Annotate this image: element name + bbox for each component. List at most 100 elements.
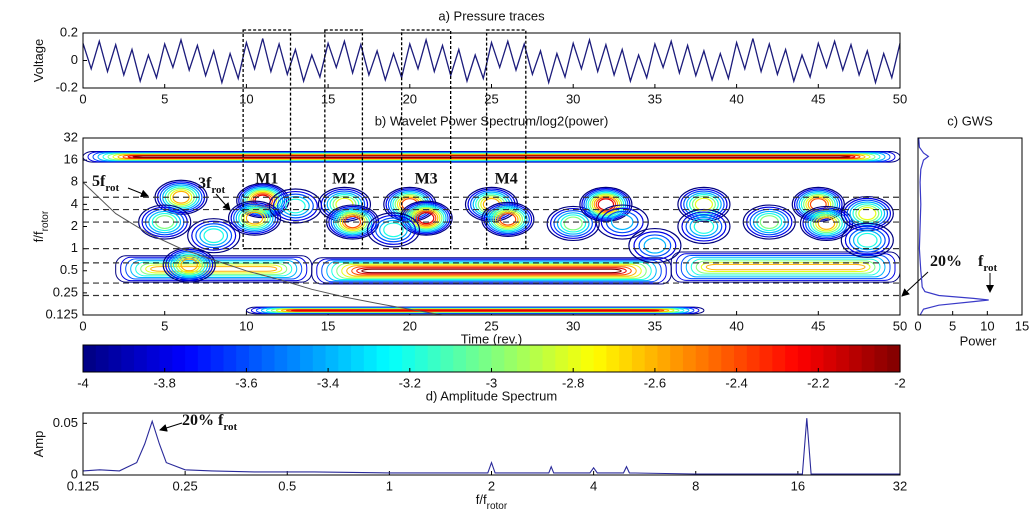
x-tick-label: 20 bbox=[403, 318, 417, 333]
x-tick-label: 0.5 bbox=[278, 478, 296, 493]
x-tick-label: 1 bbox=[386, 478, 393, 493]
y-tick-label: 4 bbox=[71, 196, 78, 211]
colorbar-cell bbox=[581, 345, 594, 372]
colorbar-cell bbox=[377, 345, 390, 372]
x-tick-label: 0.25 bbox=[172, 478, 197, 493]
mode-label: M4 bbox=[495, 171, 518, 188]
x-tick-label: 16 bbox=[791, 478, 805, 493]
colorbar-cell bbox=[683, 345, 696, 372]
x-axis-label: Time (rev.) bbox=[461, 331, 522, 346]
colorbar-cell bbox=[670, 345, 683, 372]
y-tick-label: 0.125 bbox=[45, 306, 78, 321]
panel-title: a) Pressure traces bbox=[438, 8, 545, 23]
y-axis-label: Voltage bbox=[31, 39, 46, 82]
y-tick-label: 0.25 bbox=[53, 284, 78, 299]
colorbar-cell bbox=[568, 345, 581, 372]
y-tick-label: 32 bbox=[64, 129, 78, 144]
annotation-main: 20% f bbox=[182, 412, 224, 429]
x-tick-label: 20 bbox=[403, 91, 417, 106]
colorbar-cell bbox=[709, 345, 722, 372]
x-tick-label: 5 bbox=[161, 318, 168, 333]
contour-band bbox=[246, 307, 704, 314]
colorbar-cell bbox=[606, 345, 619, 372]
colorbar-cell bbox=[874, 345, 887, 372]
y-tick-label: 0.05 bbox=[53, 415, 78, 430]
colorbar-cell bbox=[466, 345, 479, 372]
colorbar-tick-label: -3.2 bbox=[399, 375, 421, 390]
y-tick-label: 16 bbox=[64, 152, 78, 167]
x-tick-label: 35 bbox=[648, 318, 662, 333]
colorbar-cell bbox=[262, 345, 275, 372]
annotation: 20% bbox=[930, 253, 962, 270]
contour-ring bbox=[291, 310, 659, 311]
annotation-sub: rot bbox=[223, 421, 237, 433]
x-tick-label: 35 bbox=[648, 91, 662, 106]
colorbar-cell bbox=[555, 345, 568, 372]
colorbar-cell bbox=[172, 345, 185, 372]
panel-title: c) GWS bbox=[947, 113, 993, 128]
colorbar-cell bbox=[415, 345, 428, 372]
panel-title: d) Amplitude Spectrum bbox=[426, 388, 558, 403]
x-tick-label: 8 bbox=[692, 478, 699, 493]
colorbar-cell bbox=[287, 345, 300, 372]
colorbar-cell bbox=[428, 345, 441, 372]
x-tick-label: 45 bbox=[811, 91, 825, 106]
y-tick-label: -0.2 bbox=[56, 79, 78, 94]
x-tick-label: 40 bbox=[729, 318, 743, 333]
colorbar-cell bbox=[364, 345, 377, 372]
x-tick-label: 32 bbox=[893, 478, 907, 493]
colorbar-cell bbox=[134, 345, 147, 372]
colorbar-cell bbox=[160, 345, 173, 372]
colorbar-cell bbox=[121, 345, 134, 372]
colorbar-tick-label: -3.8 bbox=[153, 375, 175, 390]
colorbar-tick-label: -2.2 bbox=[807, 375, 829, 390]
x-tick-label: 40 bbox=[729, 91, 743, 106]
y-tick-label: 2 bbox=[71, 218, 78, 233]
colorbar-cell bbox=[236, 345, 249, 372]
colorbar-cell bbox=[274, 345, 287, 372]
x-tick-label: 15 bbox=[1015, 318, 1029, 333]
colorbar-cell bbox=[402, 345, 415, 372]
colorbar-cell bbox=[657, 345, 670, 372]
colorbar-cell bbox=[543, 345, 556, 372]
colorbar-cell bbox=[721, 345, 734, 372]
annotation-main: 20% bbox=[930, 253, 962, 270]
colorbar-cell bbox=[479, 345, 492, 372]
y-tick-label: 8 bbox=[71, 174, 78, 189]
y-tick-label: 0 bbox=[71, 466, 78, 481]
figure: 05101520253035404550-0.200.2a) Pressure … bbox=[0, 0, 1030, 518]
y-tick-label: 0.5 bbox=[60, 262, 78, 277]
x-tick-label: 0 bbox=[79, 318, 86, 333]
x-tick-label: 30 bbox=[566, 91, 580, 106]
x-tick-label: 10 bbox=[239, 91, 253, 106]
colorbar-cell bbox=[798, 345, 811, 372]
colorbar-cell bbox=[760, 345, 773, 372]
x-tick-label: 50 bbox=[893, 318, 907, 333]
colorbar-tick-label: -3.4 bbox=[317, 375, 339, 390]
colorbar-cell bbox=[530, 345, 543, 372]
x-tick-label: 50 bbox=[893, 91, 907, 106]
annotation-sub: rot bbox=[211, 184, 225, 196]
colorbar-tick-label: -2.6 bbox=[644, 375, 666, 390]
annotation-sub: rot bbox=[983, 262, 997, 274]
colorbar-cell bbox=[734, 345, 747, 372]
colorbar-cell bbox=[836, 345, 849, 372]
colorbar-cell bbox=[862, 345, 875, 372]
colorbar-cell bbox=[594, 345, 607, 372]
colorbar-tick-label: -2.4 bbox=[725, 375, 747, 390]
colorbar-tick-label: -2 bbox=[894, 375, 906, 390]
mode-label: M2 bbox=[332, 171, 355, 188]
colorbar-cell bbox=[96, 345, 109, 372]
colorbar-cell bbox=[313, 345, 326, 372]
panel-title: b) Wavelet Power Spectrum/log2(power) bbox=[375, 113, 609, 128]
colorbar-cell bbox=[185, 345, 198, 372]
x-tick-label: 15 bbox=[321, 91, 335, 106]
colorbar-cell bbox=[147, 345, 160, 372]
y-axis-label-main: f/f bbox=[31, 231, 46, 242]
x-axis-label: Power bbox=[960, 333, 998, 348]
x-tick-label: 5 bbox=[949, 318, 956, 333]
colorbar-tick-label: -4 bbox=[77, 375, 89, 390]
colorbar-cell bbox=[198, 345, 211, 372]
colorbar-cell bbox=[249, 345, 262, 372]
x-tick-label: 5 bbox=[161, 91, 168, 106]
